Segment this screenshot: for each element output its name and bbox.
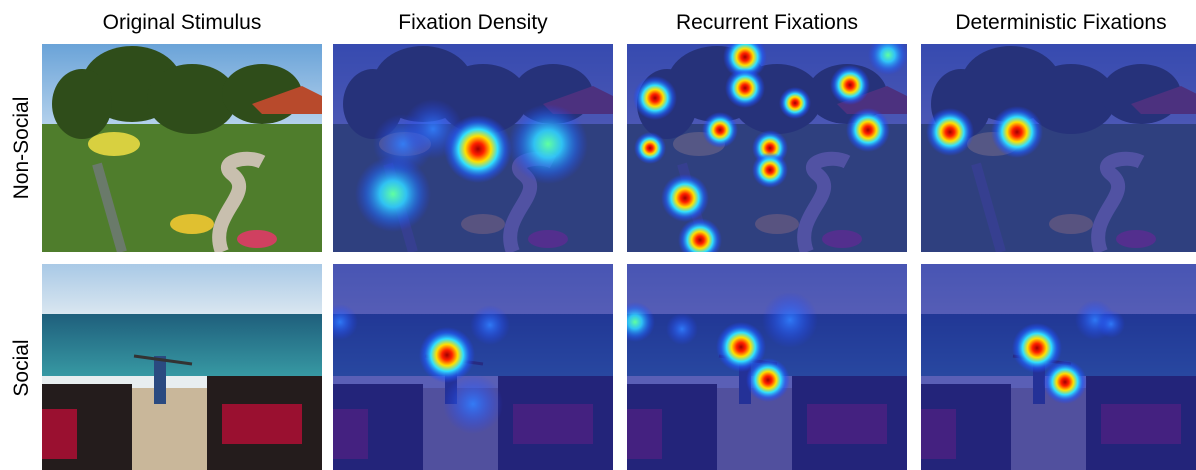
fixation-blob	[678, 218, 722, 262]
stimulus-image	[42, 44, 322, 252]
stimulus-image	[42, 264, 322, 470]
fixation-blob	[868, 35, 908, 75]
row-label: Social	[10, 339, 33, 396]
flowers	[170, 214, 214, 234]
column-header: Recurrent Fixations	[676, 11, 858, 34]
fixation-blob	[634, 132, 666, 164]
sky	[42, 264, 322, 314]
heatmap-panel	[921, 44, 1196, 252]
fixation-blob	[762, 292, 818, 348]
fixation-blob	[752, 152, 788, 188]
fixation-blob	[403, 99, 463, 159]
fixation-blob	[322, 304, 358, 340]
fixation-blob	[666, 313, 698, 345]
fixation-blob	[991, 106, 1043, 158]
fixation-blob	[846, 108, 890, 152]
figure: Original Stimulus Fixation Density Recurre…	[0, 0, 1196, 470]
cloth	[222, 404, 302, 444]
row-label: Non-Social	[10, 97, 33, 200]
heatmap-panel	[333, 44, 613, 252]
heatmap-panel	[921, 264, 1196, 470]
fixation-blob	[1043, 360, 1087, 404]
fixation-blob	[702, 112, 738, 148]
fixation-blob	[615, 302, 655, 342]
fixation-blob	[1097, 310, 1125, 338]
person	[154, 356, 166, 404]
fixation-blob	[633, 76, 677, 120]
fixation-blob	[443, 374, 503, 434]
sea	[42, 314, 322, 384]
blue-tint	[333, 264, 613, 470]
heatmap-panel	[322, 264, 613, 470]
fixation-blob	[470, 305, 510, 345]
fixation-blob	[661, 174, 709, 222]
fixation-blob	[419, 327, 475, 383]
fixation-blob	[830, 65, 870, 105]
heatmap-panel	[615, 264, 907, 470]
fixation-blob	[508, 104, 588, 184]
column-header: Original Stimulus	[103, 11, 262, 34]
column-header: Deterministic Fixations	[955, 11, 1166, 34]
tree	[52, 69, 112, 139]
fixation-blob	[746, 358, 790, 402]
flowers	[88, 132, 140, 156]
fixation-blob	[779, 87, 811, 119]
column-header: Fixation Density	[398, 11, 548, 34]
cloth	[42, 409, 77, 459]
flowers	[237, 230, 277, 248]
fixation-blob	[725, 68, 765, 108]
fixation-blob	[926, 108, 974, 156]
heatmap-panel	[627, 35, 908, 262]
